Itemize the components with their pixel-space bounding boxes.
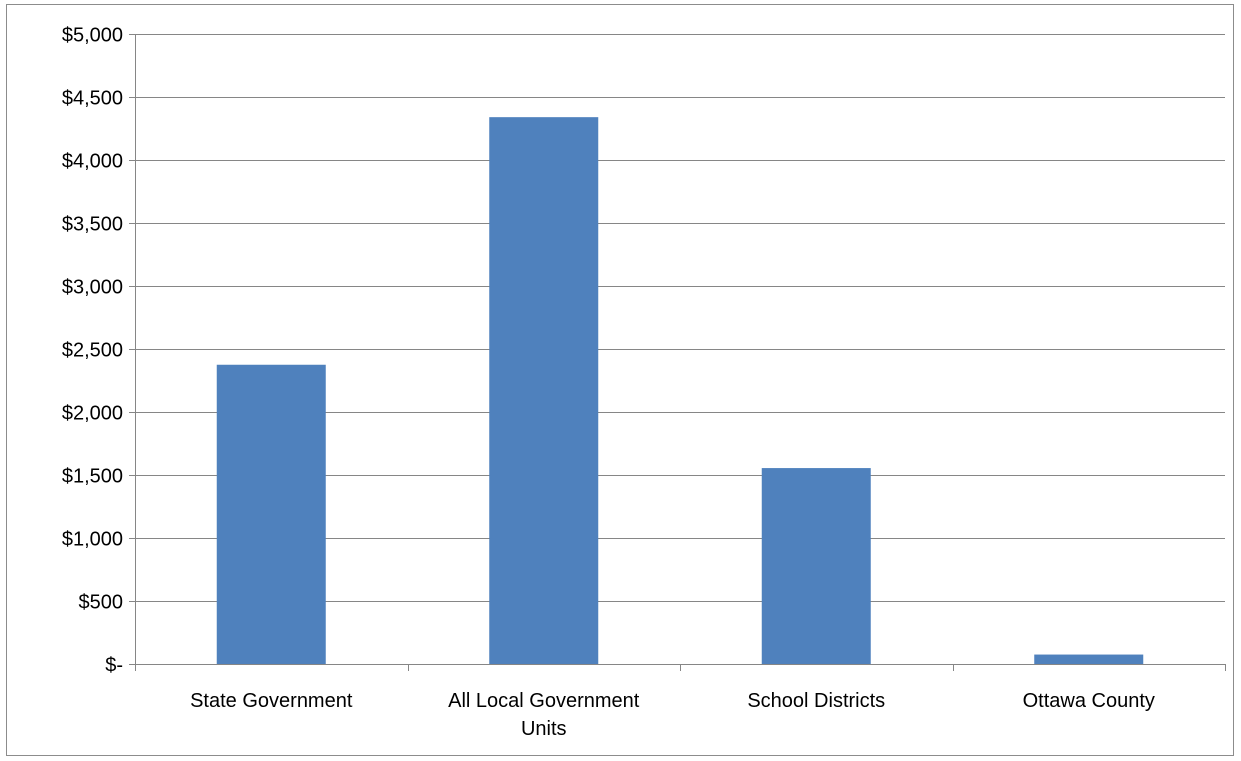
bar bbox=[489, 117, 599, 664]
chart-frame bbox=[6, 4, 1234, 756]
y-tick-label: $5,000 bbox=[62, 25, 123, 47]
x-tick-labels: State Government All Local Government Unit… bbox=[190, 690, 1155, 740]
bar bbox=[761, 468, 871, 664]
x-tick-label-line: School Districts bbox=[747, 690, 885, 712]
bars bbox=[216, 117, 1144, 664]
y-tick-label: $500 bbox=[79, 592, 124, 614]
y-tick-label: $2,500 bbox=[62, 340, 123, 362]
x-tick-label: All Local Government Units bbox=[448, 690, 640, 740]
x-tick-label-line: State Government bbox=[190, 690, 353, 712]
y-tick-label: $1,500 bbox=[62, 466, 123, 488]
y-tick-label: $2,000 bbox=[62, 403, 123, 425]
axes bbox=[129, 34, 1226, 671]
y-tick-label: $4,500 bbox=[62, 88, 123, 110]
y-tick-label: $3,500 bbox=[62, 214, 123, 236]
x-tick-label: Ottawa County bbox=[1023, 690, 1155, 712]
x-tick-label: School Districts bbox=[747, 690, 885, 712]
bar bbox=[216, 364, 326, 664]
y-tick-label: $4,000 bbox=[62, 151, 123, 173]
y-tick-label: $- bbox=[105, 655, 123, 677]
y-tick-label: $3,000 bbox=[62, 277, 123, 299]
bar bbox=[1034, 654, 1144, 664]
x-tick-label-line: Ottawa County bbox=[1023, 690, 1155, 712]
x-tick-label-line: Units bbox=[521, 718, 567, 740]
x-tick-label-line: All Local Government bbox=[448, 690, 640, 712]
x-tick-label: State Government bbox=[190, 690, 353, 712]
y-tick-label: $1,000 bbox=[62, 529, 123, 551]
y-tick-labels: $- $500 $1,000 $1,500 $2,000 $2,500 $3,000 $3,5… bbox=[62, 25, 123, 677]
